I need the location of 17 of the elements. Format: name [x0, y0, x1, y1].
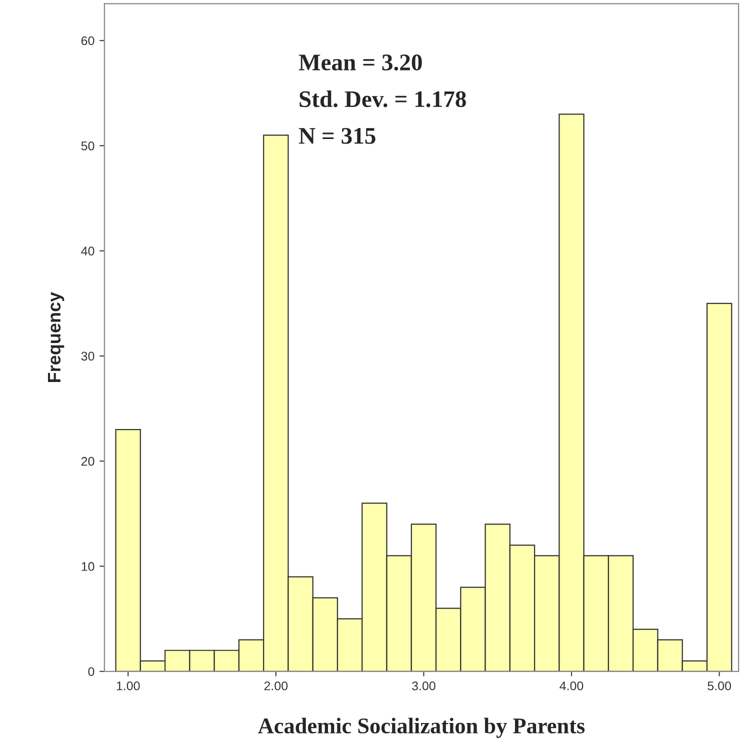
- x-tick-label: 5.00: [708, 681, 731, 690]
- x-tick-label: 1.00: [116, 681, 140, 690]
- x-axis-title: Academic Socialization by Parents: [258, 718, 585, 738]
- annotation: Std. Dev. = 1.178: [300, 90, 466, 108]
- y-tick-label: 60: [81, 36, 94, 46]
- x-tick-label: 2.00: [264, 681, 288, 690]
- y-tick-label: 0: [88, 667, 94, 676]
- y-tick-label: 10: [82, 562, 94, 571]
- y-tick-label: 50: [81, 141, 94, 150]
- y-tick-label: 30: [81, 352, 94, 361]
- y-tick-label: 40: [81, 246, 94, 256]
- annotation: N = 315: [298, 128, 376, 144]
- x-tick-label: 4.00: [560, 681, 584, 690]
- annotation: Mean = 3.20: [298, 54, 422, 71]
- x-tick-label: 3.00: [412, 681, 436, 690]
- y-axis-title: Frequency: [48, 292, 64, 382]
- y-tick-label: 20: [81, 456, 94, 466]
